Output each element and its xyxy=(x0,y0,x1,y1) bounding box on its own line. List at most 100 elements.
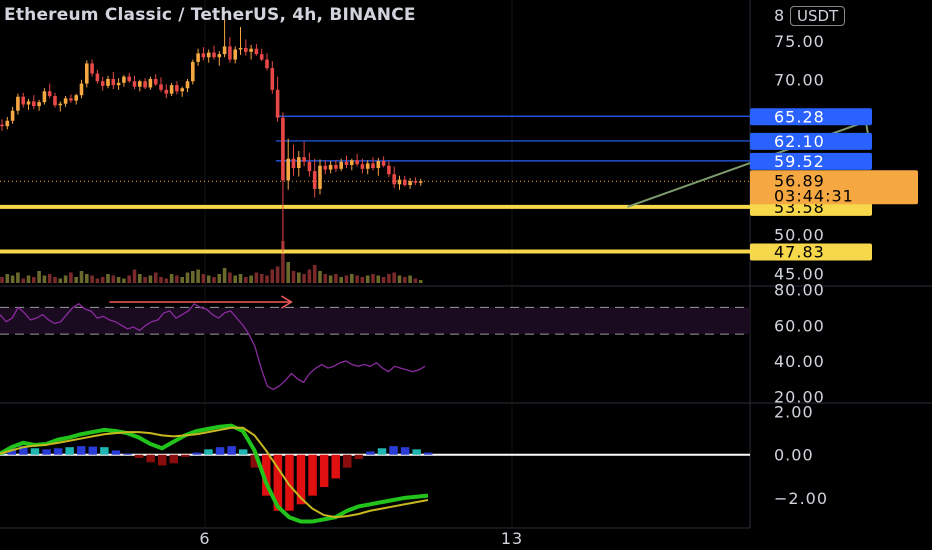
volume-bar xyxy=(148,275,153,283)
volume-bar xyxy=(302,274,306,283)
macd-fast-line xyxy=(0,423,429,524)
candle-body xyxy=(270,68,275,90)
candle-body xyxy=(63,98,68,104)
rsi-axis-tick: 20.00 xyxy=(774,388,825,407)
macd-axis-tick: 0.00 xyxy=(774,446,814,465)
price-axis-tick: 45.00 xyxy=(774,264,825,283)
volume-bar xyxy=(85,274,89,283)
rsi-axis-tick: 60.00 xyxy=(774,316,825,335)
volume-bar xyxy=(100,277,105,283)
macd-histogram-bar xyxy=(424,452,433,455)
candle-body xyxy=(148,78,153,88)
candle-body xyxy=(90,63,94,74)
macd-histogram-bar xyxy=(354,454,364,460)
volume-bar xyxy=(334,274,338,283)
candle-body xyxy=(212,52,216,58)
macd-histogram-bar xyxy=(319,454,329,488)
chart-title: Ethereum Classic / TetherUS, 4h, BINANCE xyxy=(4,5,416,25)
macd-axis-tick: −2.00 xyxy=(774,489,828,508)
candle-body xyxy=(281,117,285,181)
candle-body xyxy=(47,91,52,96)
candle-body xyxy=(387,165,391,175)
macd-histogram-bar xyxy=(238,449,248,455)
candle-body xyxy=(286,158,290,181)
candle-body xyxy=(249,48,253,52)
currency-selector[interactable]: USDT xyxy=(790,6,846,26)
candle-body xyxy=(291,158,296,169)
candle-body xyxy=(259,54,264,60)
candle-body xyxy=(233,49,237,60)
volume-bar xyxy=(116,277,121,283)
macd-histogram-bar xyxy=(111,450,121,455)
candle-body xyxy=(0,124,4,127)
macd-histogram-bar xyxy=(146,454,155,463)
macd-histogram-bar xyxy=(250,454,259,468)
candle-body xyxy=(127,76,131,82)
volume-bar xyxy=(175,275,179,283)
candle-body xyxy=(85,63,89,84)
macd-histogram-bar xyxy=(100,447,109,455)
volume-bar xyxy=(355,275,359,283)
volume-bar xyxy=(408,275,412,283)
macd-histogram-bar xyxy=(157,454,167,466)
volume-bar xyxy=(10,275,15,283)
candle-body xyxy=(360,164,365,169)
volume-bar xyxy=(249,275,253,283)
candle-body xyxy=(381,161,386,166)
volume-bar xyxy=(286,262,290,283)
price-level-tag xyxy=(750,152,872,170)
macd-histogram-bar xyxy=(134,454,144,458)
volume-bar xyxy=(291,271,296,283)
volume-bar xyxy=(217,274,222,283)
rsi-band-fill xyxy=(0,307,750,335)
macd-histogram-bar xyxy=(123,453,132,455)
volume-bar xyxy=(143,277,147,283)
macd-histogram-bar xyxy=(88,446,98,455)
volume-bar xyxy=(42,275,47,283)
candle-body xyxy=(169,85,174,94)
candle-body xyxy=(37,102,41,107)
volume-bar xyxy=(418,280,423,283)
time-axis-tick: 6 xyxy=(199,529,210,548)
volume-bar xyxy=(371,274,375,283)
candle-body xyxy=(355,160,359,165)
volume-bar xyxy=(275,266,280,283)
macd-histogram-bar xyxy=(42,449,51,455)
volume-bar xyxy=(53,277,57,283)
macd-histogram-bar xyxy=(192,452,202,455)
volume-bar xyxy=(259,274,264,283)
volume-bar xyxy=(185,272,190,283)
macd-axis-tick: 2.00 xyxy=(774,403,814,422)
volume-bar xyxy=(403,277,407,283)
candle-body xyxy=(164,89,169,94)
candle-body xyxy=(350,160,354,165)
volume-bar xyxy=(397,275,402,283)
volume-bar xyxy=(180,277,184,283)
volume-bar xyxy=(381,277,386,283)
macd-histogram-bar xyxy=(53,448,63,455)
volume-bar xyxy=(244,277,248,283)
price-level-tag xyxy=(750,108,872,126)
volume-bar xyxy=(328,275,333,283)
price-level-tag-label: 62.10 xyxy=(774,132,825,151)
macd-histogram-bar xyxy=(412,449,421,455)
candle-body xyxy=(222,46,227,55)
candle-body xyxy=(297,157,301,169)
candle-body xyxy=(32,101,36,107)
price-axis-top-label: 8 xyxy=(774,6,785,25)
volume-bar xyxy=(318,271,322,283)
volume-bar xyxy=(360,277,365,283)
candle-body xyxy=(53,95,57,106)
volume-bar xyxy=(376,275,381,283)
candle-body xyxy=(228,46,232,60)
macd-histogram-bar xyxy=(169,454,179,464)
macd-histogram-bar xyxy=(308,454,317,496)
candle-body xyxy=(116,82,121,86)
price-axis-tick: 50.00 xyxy=(774,226,825,245)
volume-bar xyxy=(392,272,396,283)
price-axis-tick: 70.00 xyxy=(774,71,825,90)
candle-body xyxy=(365,163,370,169)
volume-bar xyxy=(90,275,94,283)
volume-bar xyxy=(307,269,312,283)
